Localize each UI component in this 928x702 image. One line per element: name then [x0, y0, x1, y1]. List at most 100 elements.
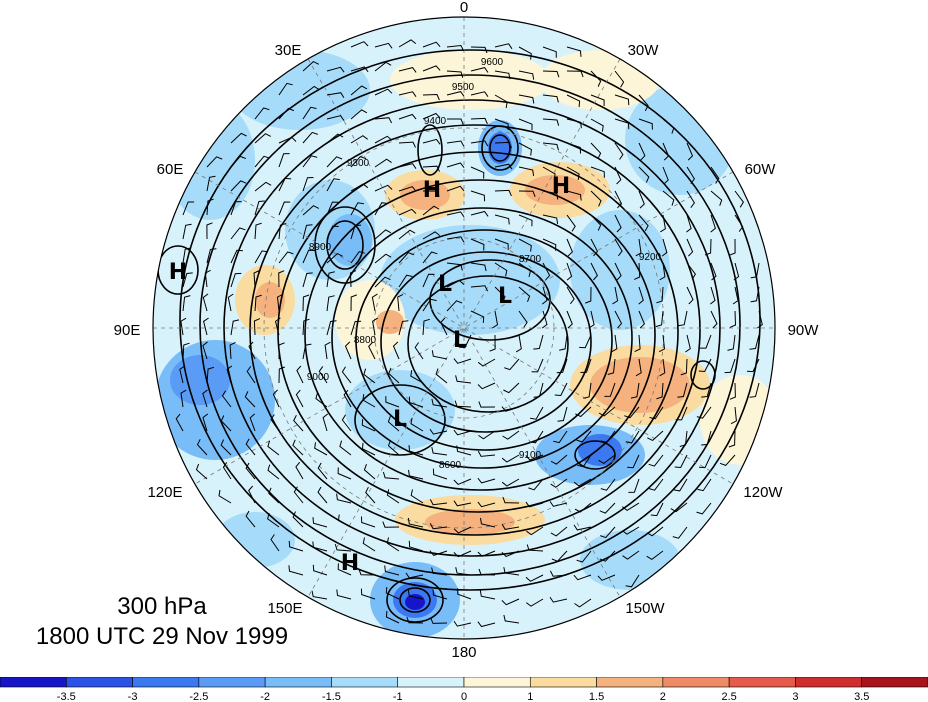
wind-barb — [446, 91, 465, 97]
wind-barb — [337, 467, 352, 480]
contour-label: 9100 — [519, 450, 542, 461]
wind-barb — [203, 317, 209, 336]
wind-barb — [577, 454, 592, 468]
wind-barb — [440, 317, 448, 336]
wind-barb — [454, 400, 472, 408]
wind-barb — [542, 142, 559, 151]
wind-barb — [326, 320, 337, 336]
wind-barb — [470, 238, 485, 251]
wind-barb — [422, 205, 440, 216]
wind-barb — [429, 428, 448, 435]
wind-barb — [549, 596, 568, 603]
wind-barb — [408, 396, 424, 408]
wind-barb — [374, 61, 392, 72]
wind-barb — [590, 94, 605, 106]
wind-barb — [734, 214, 744, 232]
wind-barb — [387, 439, 400, 456]
wind-barb — [175, 413, 184, 432]
wind-barb — [550, 526, 568, 537]
wind-barb — [344, 341, 352, 360]
wind-barb — [494, 238, 509, 250]
wind-barb — [501, 454, 520, 463]
wind-barb — [296, 365, 304, 384]
lon-label: 90W — [788, 322, 820, 339]
wind-barb — [590, 70, 602, 87]
high-center: H — [552, 174, 570, 199]
wind-barb — [254, 133, 272, 144]
wind-barb — [182, 342, 190, 360]
wind-barb — [350, 66, 369, 73]
wind-barb — [628, 478, 640, 493]
map-border — [152, 16, 776, 640]
low-center: L — [438, 272, 452, 297]
wind-barb — [326, 225, 339, 240]
wind-barb — [477, 382, 496, 390]
wind-barb — [230, 249, 243, 264]
wind-barb — [698, 454, 712, 469]
wind-barb — [410, 417, 424, 432]
wind-barb — [478, 430, 496, 440]
wind-barb — [677, 382, 688, 398]
wind-barb — [649, 406, 664, 420]
wind-barb — [422, 165, 440, 172]
wind-barb — [350, 183, 369, 192]
wind-barb — [422, 273, 435, 288]
wind-barb — [566, 70, 584, 78]
wind-barb — [501, 406, 520, 412]
wind-barb — [470, 310, 485, 323]
lon-label: 150W — [625, 600, 665, 617]
colorbar-label: -1 — [393, 691, 403, 702]
low-center: L — [498, 284, 512, 309]
wind-barb — [362, 537, 376, 552]
wind-barb — [686, 190, 696, 208]
wind-barb — [363, 464, 376, 480]
wind-barb — [549, 501, 568, 507]
wind-barb — [179, 365, 185, 384]
wind-barb — [350, 85, 368, 96]
wind-barb — [302, 131, 318, 144]
wind-barb — [365, 486, 376, 504]
wind-barb — [526, 526, 544, 536]
colorbar-label: 0 — [461, 691, 467, 702]
wind-barb — [278, 177, 292, 192]
wind-barb — [358, 568, 376, 576]
wind-barb — [470, 166, 485, 179]
wind-barb — [374, 253, 392, 264]
wind-barb — [430, 617, 448, 624]
wind-barb — [590, 142, 602, 159]
wind-barb — [553, 430, 568, 444]
wind-barb — [326, 295, 335, 312]
wind-barb — [398, 320, 409, 336]
wind-barb — [470, 190, 486, 202]
wind-barb — [410, 370, 424, 384]
wind-barb — [182, 223, 192, 240]
wind-barb — [360, 588, 376, 600]
wind-barb — [230, 227, 246, 240]
wind-barb — [470, 210, 489, 217]
lon-label: 30E — [275, 42, 302, 59]
lon-label: 30W — [628, 42, 660, 59]
wind-barb — [322, 413, 329, 432]
wind-barb — [318, 366, 328, 384]
wind-barb — [220, 439, 232, 456]
wind-barb — [470, 91, 489, 97]
wind-barb — [337, 563, 352, 576]
wind-barb — [583, 382, 592, 399]
wind-barb — [343, 389, 352, 408]
low-center: L — [393, 407, 407, 432]
wind-barb — [556, 358, 568, 374]
wind-barb — [398, 252, 415, 264]
wind-barb — [635, 238, 642, 257]
wind-barb — [422, 251, 438, 264]
wind-barb — [478, 568, 496, 576]
colorbar-box — [795, 677, 863, 688]
wind-barbs — [175, 39, 763, 628]
wind-barb — [293, 486, 304, 504]
wind-barb — [518, 286, 531, 302]
wind-barb — [566, 286, 575, 305]
wind-barb — [590, 262, 599, 281]
wind-barb — [680, 358, 688, 376]
wind-barb — [697, 478, 712, 492]
wind-barb — [470, 67, 489, 73]
wind-barb — [638, 286, 644, 305]
